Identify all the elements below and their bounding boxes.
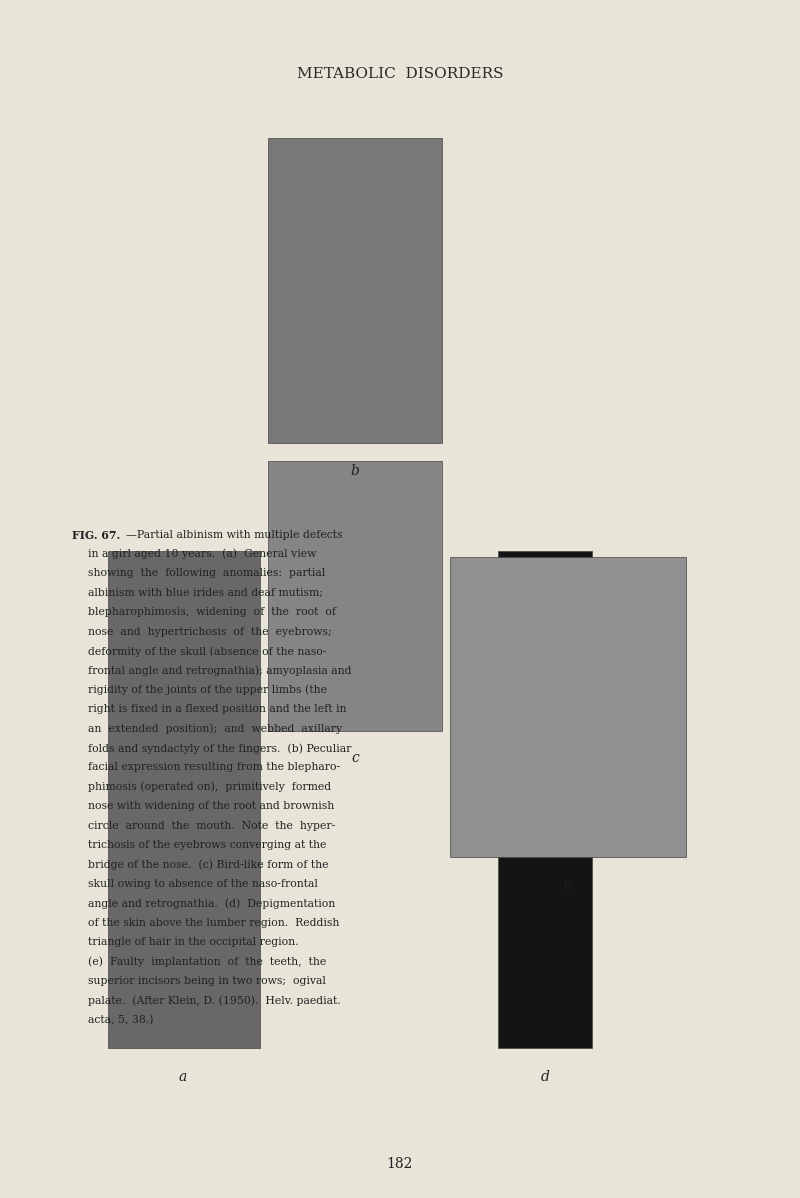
Text: a: a	[178, 1070, 186, 1084]
Text: of the skin above the lumber region.  Reddish: of the skin above the lumber region. Red…	[88, 918, 339, 927]
Text: METABOLIC  DISORDERS: METABOLIC DISORDERS	[297, 67, 503, 81]
Text: right is fixed in a flexed position and the left in: right is fixed in a flexed position and …	[88, 704, 346, 714]
Text: bridge of the nose.  (c) Bird-like form of the: bridge of the nose. (c) Bird-like form o…	[88, 859, 329, 870]
Text: albinism with blue irides and deaf mutism;: albinism with blue irides and deaf mutis…	[88, 588, 323, 598]
Text: skull owing to absence of the naso-frontal: skull owing to absence of the naso-front…	[88, 879, 318, 889]
Text: rigidity of the joints of the upper limbs (the: rigidity of the joints of the upper limb…	[88, 685, 327, 695]
Text: superior incisors being in two rows;  ogival: superior incisors being in two rows; ogi…	[88, 976, 326, 986]
FancyBboxPatch shape	[268, 461, 442, 731]
Text: 182: 182	[387, 1157, 413, 1172]
FancyBboxPatch shape	[268, 138, 442, 443]
Text: nose  and  hypertrichosis  of  the  eyebrows;: nose and hypertrichosis of the eyebrows;	[88, 627, 332, 636]
Text: folds and syndactyly of the fingers.  (b) Peculiar: folds and syndactyly of the fingers. (b)…	[88, 743, 351, 754]
Text: triangle of hair in the occipital region.: triangle of hair in the occipital region…	[88, 937, 298, 948]
Text: showing  the  following  anomalies:  partial: showing the following anomalies: partial	[88, 568, 326, 579]
Text: (e)  Faulty  implantation  of  the  teeth,  the: (e) Faulty implantation of the teeth, th…	[88, 956, 326, 967]
Text: b: b	[350, 464, 360, 478]
Text: FIG. 67.: FIG. 67.	[72, 530, 120, 540]
Text: circle  around  the  mouth.  Note  the  hyper-: circle around the mouth. Note the hyper-	[88, 821, 335, 830]
Text: —Partial albinism with multiple defects: —Partial albinism with multiple defects	[126, 530, 342, 539]
FancyBboxPatch shape	[450, 557, 686, 857]
Text: trichosis of the eyebrows converging at the: trichosis of the eyebrows converging at …	[88, 840, 326, 851]
Text: d: d	[540, 1070, 550, 1084]
Text: blepharophimosis,  widening  of  the  root  of: blepharophimosis, widening of the root o…	[88, 607, 336, 617]
FancyBboxPatch shape	[498, 551, 592, 1048]
Text: e: e	[564, 878, 572, 893]
Text: palate.  (After Klein, D. (1950).  Helv. paediat.: palate. (After Klein, D. (1950). Helv. p…	[88, 996, 341, 1006]
Text: an  extended  position);  and  webbed  axillary: an extended position); and webbed axilla…	[88, 724, 342, 734]
Text: c: c	[351, 751, 359, 766]
Text: in a girl aged 10 years.  (a)  General view: in a girl aged 10 years. (a) General vie…	[88, 549, 316, 559]
Text: nose with widening of the root and brownish: nose with widening of the root and brown…	[88, 801, 334, 811]
Text: angle and retrognathia.  (d)  Depigmentation: angle and retrognathia. (d) Depigmentati…	[88, 898, 335, 909]
Text: acta, 5, 38.): acta, 5, 38.)	[88, 1015, 154, 1025]
FancyBboxPatch shape	[108, 551, 260, 1048]
Text: frontal angle and retrognathia); amyoplasia and: frontal angle and retrognathia); amyopla…	[88, 665, 351, 676]
Text: deformity of the skull (absence of the naso-: deformity of the skull (absence of the n…	[88, 646, 326, 657]
Text: phimosis (operated on),  primitively  formed: phimosis (operated on), primitively form…	[88, 782, 331, 792]
Text: facial expression resulting from the blepharo-: facial expression resulting from the ble…	[88, 762, 340, 773]
